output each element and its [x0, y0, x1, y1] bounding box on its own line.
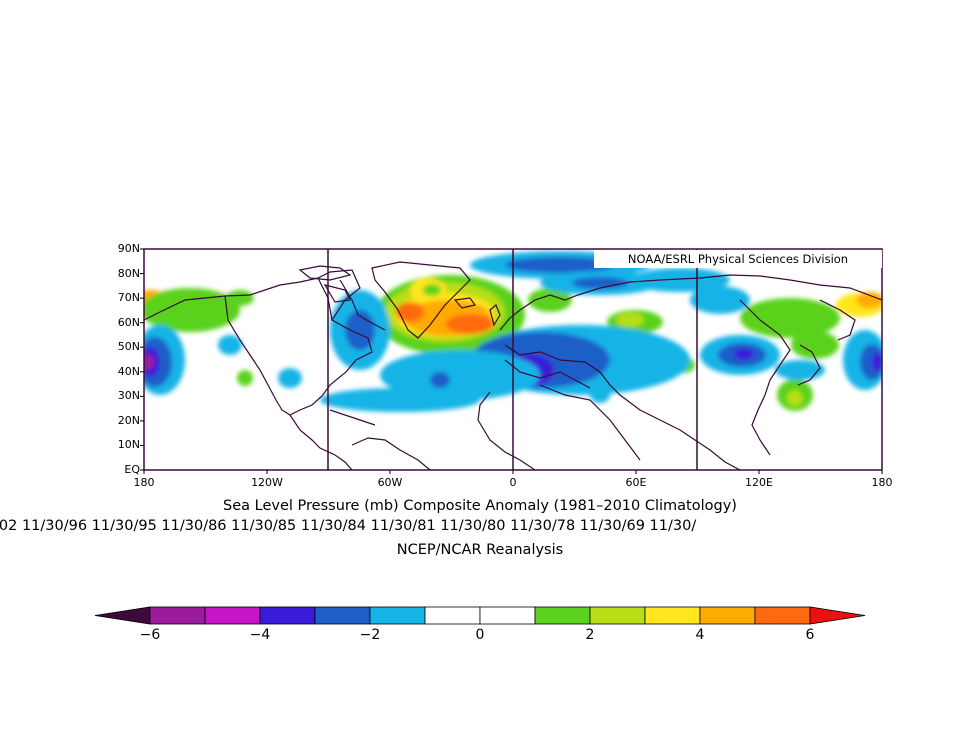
- colorbar-tick-label: 2: [585, 627, 595, 643]
- colorbar-tick-label: 4: [695, 627, 705, 643]
- colorbar-swatch: [314, 606, 371, 625]
- colorbar-swatch: [699, 606, 756, 625]
- colorbar-tick-label: −4: [249, 627, 271, 643]
- anomaly-shading: [144, 251, 882, 412]
- axis-ticks: [140, 248, 883, 474]
- lat-tick-label: 50N: [117, 340, 140, 354]
- lon-tick-label: 180: [871, 476, 893, 489]
- colorbar-swatch: [479, 606, 536, 625]
- lon-tick-label: 60E: [625, 476, 647, 489]
- lat-tick-label: 80N: [117, 266, 140, 280]
- lat-tick-label: 20N: [117, 413, 140, 427]
- colorbar-swatch: [754, 606, 811, 625]
- colorbar-tick-label: 6: [805, 627, 815, 643]
- data-source: NCEP/NCAR Reanalysis: [396, 542, 564, 558]
- colorbar-swatch: [424, 606, 481, 625]
- colorbar-high-arrow: [809, 606, 866, 625]
- lon-tick-label: 120E: [745, 476, 773, 489]
- colorbar-swatch: [644, 606, 701, 625]
- lon-tick-label: 60W: [377, 476, 403, 489]
- lat-tick-label: 60N: [117, 315, 140, 329]
- colorbar-swatch: [589, 606, 646, 625]
- colorbar-tick-label: 0: [475, 627, 485, 643]
- lat-tick-label: EQ: [124, 463, 140, 476]
- colorbar-swatch: [204, 606, 261, 625]
- lat-tick-label: 30N: [117, 389, 140, 403]
- colorbar-swatch: [149, 606, 206, 625]
- colorbar-swatch: [259, 606, 316, 625]
- colorbar-low-arrow: [94, 606, 151, 625]
- colorbar-swatch: [534, 606, 591, 625]
- colorbar: [94, 606, 866, 625]
- colorbar-swatch: [369, 606, 426, 625]
- lat-tick-label: 40N: [117, 364, 140, 378]
- composite-dates: /02 11/30/96 11/30/95 11/30/86 11/30/85 …: [0, 518, 697, 534]
- lon-tick-label: 0: [509, 476, 517, 489]
- lat-tick-label: 90N: [117, 242, 140, 255]
- lat-tick-label: 70N: [117, 291, 140, 305]
- lon-tick-label: 180: [133, 476, 155, 489]
- colorbar-tick-label: −2: [359, 627, 381, 643]
- map-title: Sea Level Pressure (mb) Composite Anomal…: [223, 498, 737, 514]
- lon-tick-label: 120W: [251, 476, 283, 489]
- lat-tick-label: 10N: [117, 438, 140, 452]
- colorbar-tick-label: −6: [139, 627, 161, 643]
- credit-label: NOAA/ESRL Physical Sciences Division: [594, 250, 882, 268]
